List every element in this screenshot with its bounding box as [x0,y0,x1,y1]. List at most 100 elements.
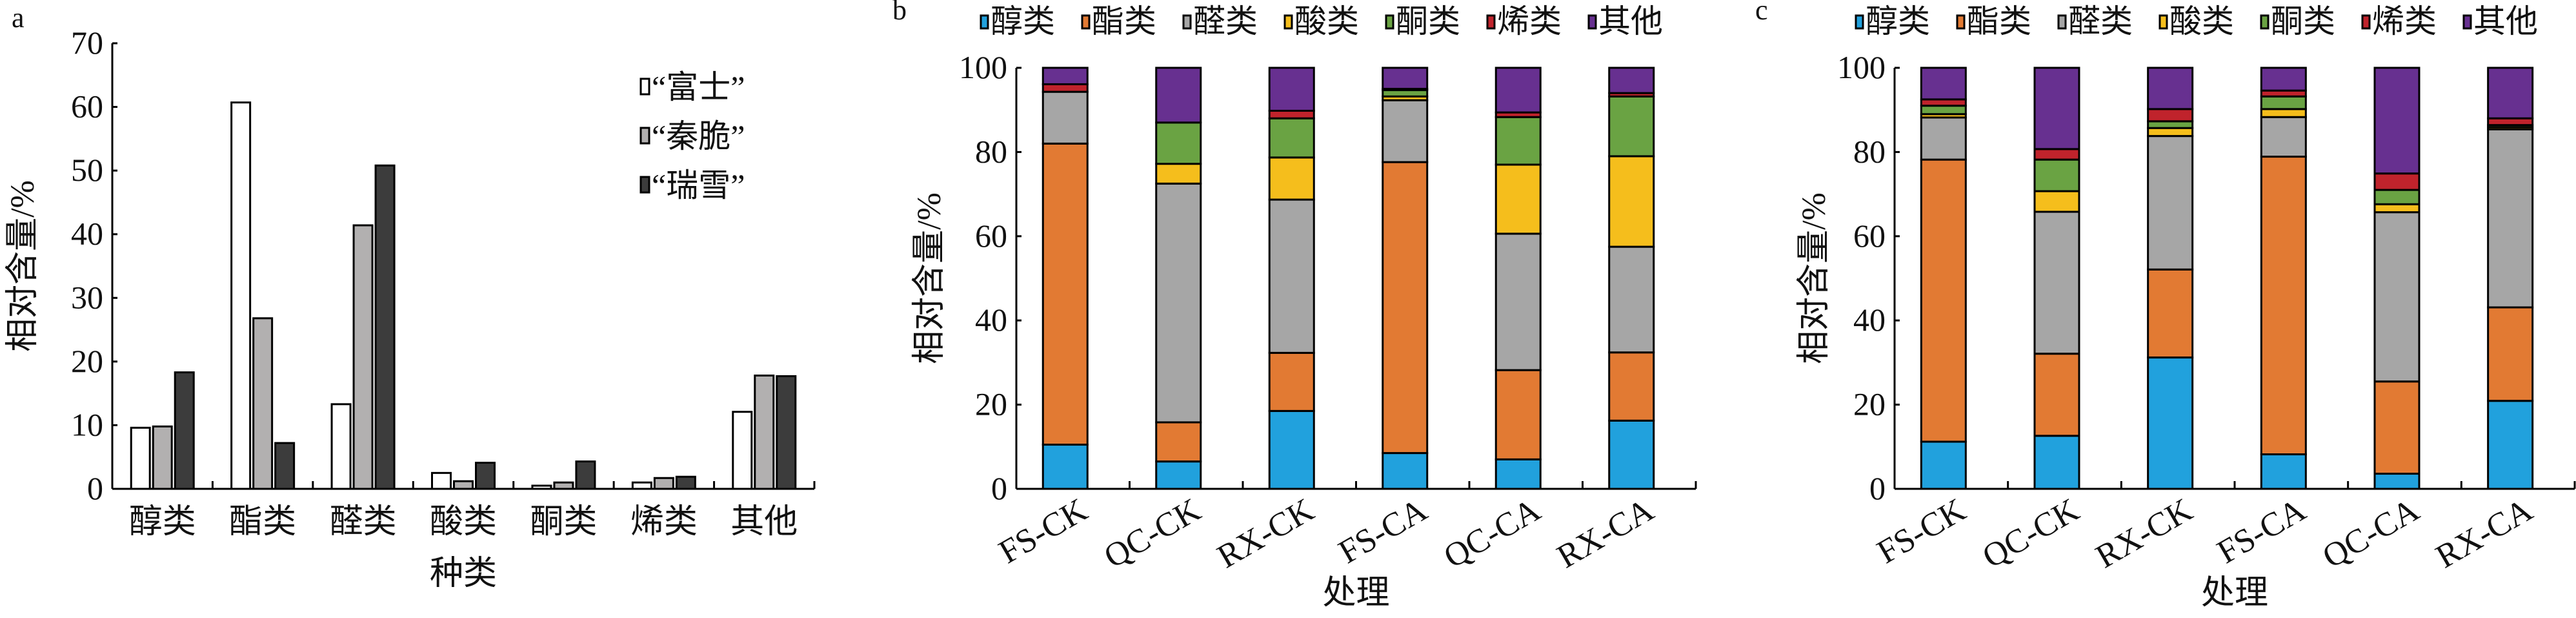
y-tick-label: 40 [975,302,1007,338]
y-tick-label: 50 [71,152,103,188]
legend-label: 酮类 [1396,3,1460,39]
stack-segment-c-4-0 [2373,473,2420,490]
bar-a-1-0 [152,425,173,490]
bar-a-0-6 [732,411,753,490]
stack-segment-b-4-6 [1494,67,1542,114]
x-tick-label: FS-CK [993,491,1094,571]
y-tick-label: 60 [71,88,103,125]
legend-swatch [2158,14,2168,30]
stack-segment-b-2-4 [1268,117,1315,159]
bar-a-0-0 [130,426,151,490]
stack-segment-b-3-1 [1382,161,1429,455]
legend-swatch [1587,14,1597,30]
stack-segment-c-4-1 [2373,380,2420,475]
stack-segment-b-2-3 [1268,156,1315,201]
stack-segment-b-0-2 [1041,90,1089,145]
y-axis-title: 相对含量/% [1796,192,1833,364]
legend-swatch [1956,14,1966,30]
stack-segment-b-1-2 [1155,182,1202,424]
legend-label: 烯类 [2372,3,2437,39]
stack-segment-b-1-6 [1155,67,1202,124]
x-tick-label: FS-CA [1333,491,1434,571]
legend-swatch [1855,14,1864,30]
stack-segment-b-3-6 [1382,67,1429,90]
bar-a-0-4 [531,484,552,490]
legend-label: 醛类 [1193,3,1258,39]
legend-swatch [2057,14,2067,30]
x-tick-label: 酸类 [430,504,497,541]
y-tick-label: 0 [87,470,103,506]
y-tick-label: 60 [1853,218,1886,254]
bar-a-1-2 [352,224,374,490]
stack-segment-b-5-2 [1608,245,1655,354]
stack-segment-c-0-6 [1920,67,1967,101]
bar-a-2-4 [575,460,596,490]
stack-segment-c-2-3 [2147,127,2194,138]
bar-a-2-5 [675,475,696,490]
stack-segment-b-2-1 [1268,351,1315,412]
stack-segment-c-3-6 [2260,67,2307,92]
x-axis-title: 种类 [430,555,497,592]
x-axis-title: 处理 [1322,575,1389,612]
x-tick-label: QC-CK [1098,491,1207,575]
stack-segment-b-5-3 [1608,155,1655,248]
panel-label: a [12,2,25,34]
legend-label: 醇类 [1866,3,1930,39]
legend-label: “秦脆” [652,118,745,154]
y-tick-label: 10 [71,406,103,442]
stack-segment-c-2-0 [2147,356,2194,490]
x-tick-label: 烯类 [630,504,698,541]
stack-segment-c-5-1 [2487,306,2534,402]
stack-segment-b-0-1 [1041,142,1089,446]
stack-segment-b-4-4 [1494,116,1542,166]
panel-label: c [1755,0,1768,26]
legend-swatch [1385,14,1394,30]
stack-segment-c-5-0 [2487,400,2534,490]
x-tick-label: RX-CK [2090,491,2199,575]
stack-segment-b-2-0 [1268,409,1315,490]
bar-a-1-1 [252,317,274,490]
stack-segment-b-5-6 [1608,67,1655,94]
stack-segment-c-1-0 [2033,435,2080,490]
legend-swatch [2462,14,2472,30]
stack-segment-b-5-0 [1608,419,1655,490]
stack-segment-b-5-4 [1608,95,1655,158]
x-tick-label: 酮类 [530,504,597,541]
y-tick-label: 20 [1853,386,1886,422]
legend-swatch [2260,14,2269,30]
stack-segment-c-2-4 [2147,120,2194,129]
bar-a-1-4 [553,481,574,490]
bar-a-0-1 [230,101,252,490]
legend-swatch [1081,14,1091,30]
stack-segment-c-2-5 [2147,108,2194,123]
stack-segment-c-5-5 [2487,117,2534,127]
chart-panel-b: b 0 20 40 60 80 100 相对含量/% FS-CK QC-CK RX-CK FS-CA Q… [892,0,1697,612]
bar-a-2-6 [776,375,797,490]
y-tick-label: 100 [1837,49,1886,85]
y-tick-label: 80 [975,133,1007,169]
stack-segment-b-0-5 [1041,83,1089,93]
x-tick-label: RX-CK [1211,491,1320,575]
bar-a-0-3 [431,471,452,490]
bar-a-1-5 [653,477,674,490]
legend-label: 醇类 [991,3,1055,39]
bar-a-1-3 [453,480,474,490]
y-tick-label: 80 [1853,133,1886,169]
stack-segment-c-4-6 [2373,67,2420,175]
stack-segment-b-3-2 [1382,99,1429,163]
stack-segment-b-4-3 [1494,163,1542,235]
y-tick-label: 70 [71,25,103,61]
legend-label: 酸类 [2169,3,2234,39]
stack-segment-c-3-0 [2260,453,2307,490]
stack-segment-c-3-1 [2260,156,2307,456]
y-tick-label: 60 [975,218,1007,254]
stack-segment-b-0-6 [1041,67,1089,85]
y-tick-label: 0 [991,470,1007,506]
legend-label: 酸类 [1294,3,1359,39]
y-tick-label: 40 [71,216,103,252]
y-tick-label: 100 [959,49,1007,85]
bar-a-2-2 [374,164,396,490]
y-tick-label: 0 [1869,470,1886,506]
legend-swatch [1283,14,1293,30]
stack-segment-b-4-1 [1494,369,1542,460]
